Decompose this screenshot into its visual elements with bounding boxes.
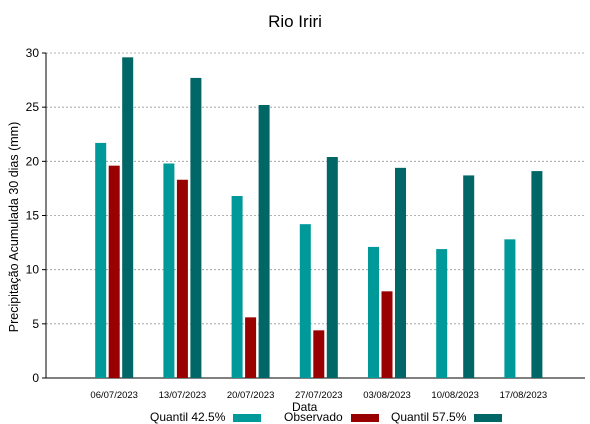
legend-label-quantil-42: Quantil 42.5%: [150, 410, 226, 424]
legend-label-quantil-57: Quantil 57.5%: [391, 410, 467, 424]
bar-quantil-42-5--2: [231, 196, 243, 378]
bar-quantil-42-5--4: [368, 246, 379, 378]
y-tick-label-6: 30: [26, 46, 40, 60]
x-tick-label-1: 13/07/2023: [159, 390, 207, 401]
legend-item-quantil-42: Quantil 42.5%: [150, 410, 262, 424]
x-axis-label: Data: [292, 400, 318, 414]
bar-quantil-57-5--1: [190, 77, 202, 379]
bar-quantil-42-5--5: [436, 249, 448, 378]
bar-quantil-42-5--6: [504, 239, 516, 378]
y-tick-label-2: 10: [26, 263, 40, 277]
bar-quantil-57-5--0: [122, 57, 134, 378]
y-tick-label-0: 0: [32, 371, 39, 385]
legend-label-observado: Observado: [284, 410, 343, 424]
y-tick-label-4: 20: [26, 154, 40, 168]
bar-observado-4: [381, 291, 393, 378]
y-tick-label-5: 25: [26, 100, 40, 114]
bar-observado-2: [245, 317, 257, 378]
legend: Quantil 42.5% Observado Quantil 57.5%: [0, 410, 590, 424]
bar-quantil-42-5--0: [95, 142, 107, 378]
bar-observado-0: [108, 165, 120, 378]
legend-swatch-observado: [350, 413, 379, 422]
x-tick-label-5: 10/08/2023: [431, 390, 479, 401]
x-tick-label-2: 20/07/2023: [227, 390, 275, 401]
y-axis-label: Precipitação Acumulada 30 dias (mm): [7, 121, 21, 333]
bar-quantil-57-5--4: [395, 167, 406, 378]
x-tick-label-3: 27/07/2023: [295, 390, 343, 401]
bar-quantil-42-5--1: [163, 163, 175, 378]
legend-swatch-quantil-57: [474, 413, 503, 422]
legend-item-observado: Observado: [284, 410, 379, 424]
bar-observado-3: [313, 330, 325, 378]
bar-quantil-57-5--6: [531, 171, 543, 378]
bar-quantil-57-5--2: [258, 105, 270, 378]
bar-observado-1: [176, 179, 188, 378]
legend-item-quantil-57: Quantil 57.5%: [391, 410, 503, 424]
x-tick-label-6: 17/08/2023: [500, 390, 548, 401]
legend-swatch-quantil-42: [233, 413, 262, 422]
bar-quantil-57-5--5: [463, 175, 475, 378]
y-tick-label-1: 5: [32, 317, 39, 331]
x-tick-label-4: 03/08/2023: [363, 390, 411, 401]
chart-title: Rio Iriri: [268, 12, 322, 31]
bar-quantil-57-5--3: [326, 157, 338, 378]
bar-quantil-42-5--3: [299, 224, 311, 378]
y-tick-label-3: 15: [26, 209, 40, 223]
x-tick-label-0: 06/07/2023: [90, 390, 138, 401]
